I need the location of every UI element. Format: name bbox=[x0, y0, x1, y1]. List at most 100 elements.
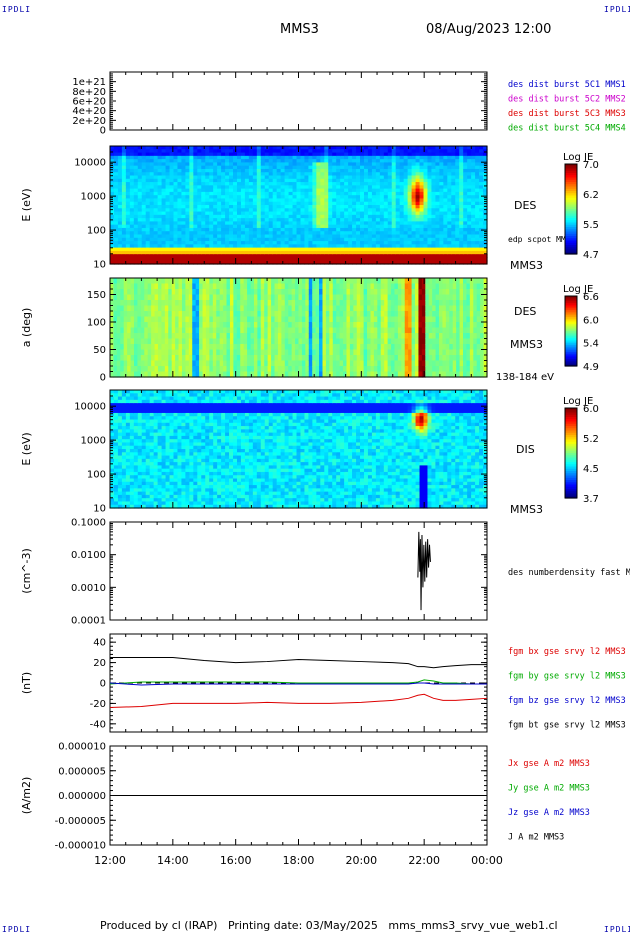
spectrogram-cell bbox=[173, 162, 179, 167]
spectrogram-cell bbox=[157, 311, 163, 318]
spectrogram-cell bbox=[339, 294, 344, 301]
spectrogram-cell bbox=[336, 322, 341, 329]
spectrogram-cell bbox=[181, 316, 186, 323]
spectrogram-cell bbox=[272, 175, 278, 180]
spectrogram-cell bbox=[168, 360, 173, 367]
spectrogram-cell bbox=[451, 214, 456, 219]
spectrogram-cell bbox=[483, 146, 488, 150]
spectrogram-cell bbox=[315, 316, 320, 323]
spectrogram-cell bbox=[157, 218, 163, 222]
spectrogram-cell bbox=[213, 155, 218, 160]
spectrogram-cell bbox=[344, 260, 349, 265]
spectrogram-cell bbox=[185, 214, 190, 219]
spectrogram-cell bbox=[276, 198, 282, 203]
corner-label-bottom-right: IPDLI bbox=[604, 925, 630, 934]
spectrogram-cell bbox=[277, 349, 282, 356]
spectrogram-cell bbox=[395, 244, 401, 249]
spectrogram-cell bbox=[151, 366, 156, 373]
spectrogram-cell bbox=[349, 322, 354, 329]
spectrogram-cell bbox=[411, 237, 417, 242]
spectrogram-cell bbox=[399, 237, 405, 242]
spectrogram-cell bbox=[225, 244, 230, 249]
spectrogram-cell bbox=[175, 344, 180, 351]
spectrogram-cell bbox=[423, 168, 429, 173]
spectrogram-cell bbox=[328, 227, 333, 232]
spectrogram-cell bbox=[223, 338, 228, 345]
spectrogram-cell bbox=[348, 208, 353, 213]
spectrogram-cell bbox=[110, 208, 115, 213]
spectrogram-cell bbox=[435, 244, 440, 249]
y-tick-label: 10000 bbox=[74, 158, 106, 169]
spectrogram-cell bbox=[455, 198, 460, 203]
spectrogram-cell bbox=[121, 188, 127, 193]
spectrogram-cell bbox=[391, 162, 397, 167]
spectrogram-cell bbox=[154, 371, 159, 378]
spectrogram-cell bbox=[300, 155, 306, 160]
spectrogram-cell bbox=[233, 322, 238, 329]
spectrogram-cell bbox=[137, 278, 142, 285]
spectrogram-cell bbox=[149, 152, 155, 157]
spectrogram-cell bbox=[411, 205, 417, 209]
spectrogram-cell bbox=[244, 244, 250, 249]
spectrogram-cell bbox=[340, 208, 345, 213]
spectrogram-cell bbox=[322, 294, 327, 301]
spectrogram-cell bbox=[236, 165, 242, 170]
spectrogram-cell bbox=[319, 371, 324, 378]
spectrogram-cell bbox=[164, 371, 169, 378]
spectrogram-cell bbox=[308, 227, 313, 232]
spectrogram-cell bbox=[181, 214, 186, 219]
spectrogram-cell bbox=[250, 333, 255, 340]
spectrogram-cell bbox=[415, 155, 421, 160]
spectrogram-cell bbox=[161, 278, 166, 285]
spectrogram-cell bbox=[435, 231, 440, 236]
spectrogram-cell bbox=[360, 221, 365, 226]
spectrogram-cell bbox=[185, 227, 190, 232]
spectrogram-cell bbox=[189, 188, 194, 193]
spectrogram-cell bbox=[447, 218, 452, 222]
spectrogram-cell bbox=[435, 152, 440, 157]
spectrogram-cell bbox=[346, 305, 351, 312]
spectrogram-cell bbox=[304, 247, 310, 252]
spectrogram-cell bbox=[360, 234, 365, 239]
spectrogram-cell bbox=[157, 191, 163, 196]
spectrogram-cell bbox=[399, 205, 405, 209]
spectrogram-cell bbox=[169, 191, 175, 196]
spectrogram-cell bbox=[387, 260, 393, 265]
spectrogram-cell bbox=[145, 208, 151, 213]
spectrogram-cell bbox=[391, 254, 397, 259]
spectrogram-cell bbox=[296, 162, 302, 167]
spectrogram-cell bbox=[371, 162, 377, 167]
spectrogram-cell bbox=[157, 221, 163, 226]
spectrogram-cell bbox=[260, 278, 265, 285]
spectrogram-cell bbox=[185, 289, 190, 296]
spectrogram-cell bbox=[217, 224, 222, 229]
spectrogram-cell bbox=[332, 289, 337, 296]
spectrogram-cell bbox=[423, 201, 429, 206]
spectrogram-cell bbox=[221, 159, 226, 163]
spectrogram-cell bbox=[319, 344, 324, 351]
spectrogram-cell bbox=[157, 205, 163, 209]
spectrogram-cell bbox=[332, 159, 337, 163]
spectrogram-cell bbox=[271, 333, 276, 340]
spectrogram-cell bbox=[116, 355, 121, 362]
spectrogram-cell bbox=[340, 146, 345, 150]
spectrogram-cell bbox=[360, 260, 365, 265]
spectrogram-cell bbox=[236, 182, 242, 186]
spectrogram-cell bbox=[133, 227, 139, 232]
spectrogram-cell bbox=[217, 146, 222, 150]
spectrogram-cell bbox=[339, 360, 344, 367]
spectrogram-cell bbox=[363, 182, 369, 186]
spectrogram-cell bbox=[125, 198, 131, 203]
spectrogram-cell bbox=[467, 191, 472, 196]
spectrogram-cell bbox=[149, 250, 155, 255]
spectrogram-cell bbox=[264, 289, 269, 296]
spectrogram-cell bbox=[240, 250, 246, 255]
spectrogram-cell bbox=[348, 234, 353, 239]
spectrogram-cell bbox=[352, 201, 357, 206]
spectrogram-cell bbox=[257, 360, 262, 367]
spectrogram-cell bbox=[304, 234, 310, 239]
colorbar-frame bbox=[564, 163, 578, 255]
spectrogram-cell bbox=[387, 198, 393, 203]
spectrogram-cell bbox=[164, 333, 169, 340]
spectrogram-cell bbox=[236, 349, 241, 356]
